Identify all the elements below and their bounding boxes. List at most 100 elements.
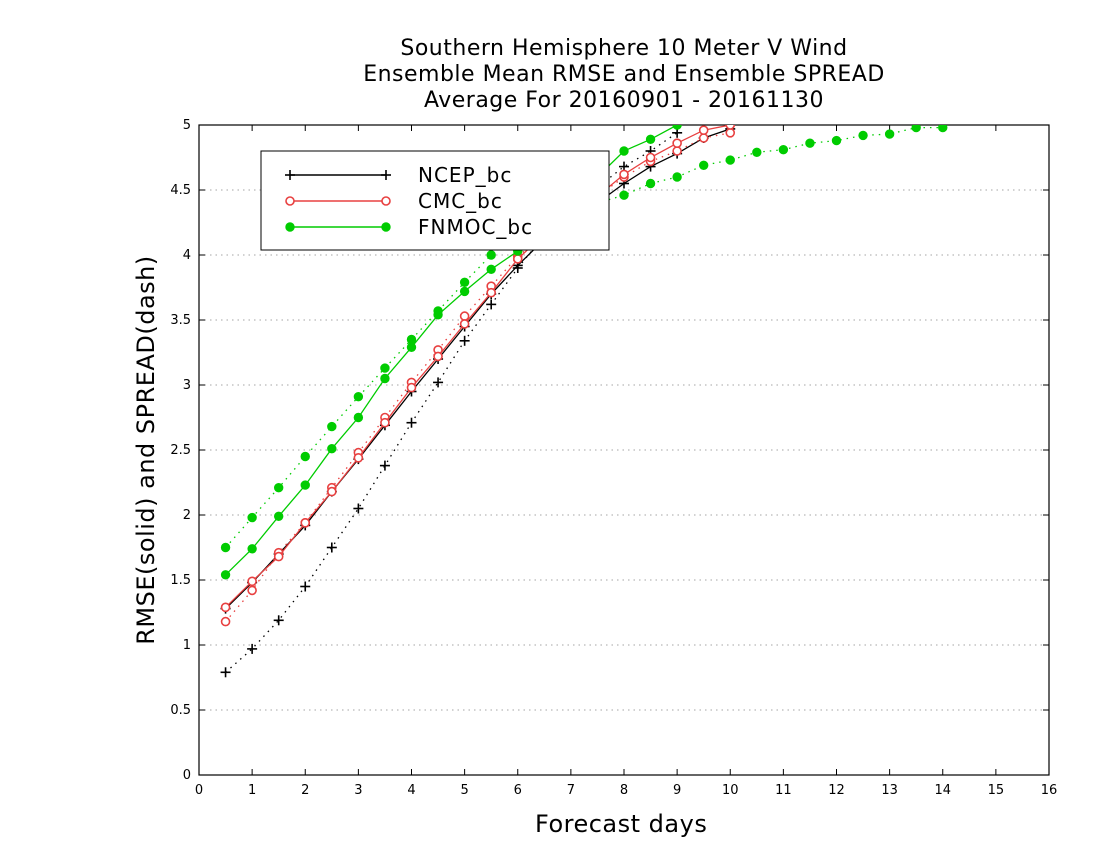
NCEP_bc-rmse-line (225, 128, 731, 610)
NCEP_bc-spread-point (220, 667, 231, 678)
x-tick-label: 2 (301, 783, 309, 798)
CMC_bc-rmse-point (433, 351, 443, 362)
legend-marker (285, 222, 295, 232)
x-tick-label: 12 (828, 783, 845, 798)
FNMOC_bc-spread-point (911, 125, 921, 133)
x-tick-label: 16 (1041, 783, 1058, 798)
FNMOC_bc-rmse-point (486, 264, 496, 274)
y-tick-label: 1 (183, 638, 191, 653)
NCEP_bc-spread-point (459, 335, 470, 346)
FNMOC_bc-spread-point (698, 160, 709, 171)
CMC_bc-rmse-point (512, 254, 523, 264)
NCEP_bc-spread-point (486, 299, 497, 310)
x-tick-label: 6 (514, 783, 522, 798)
y-tick-label: 3 (183, 378, 191, 393)
x-tick-label: 15 (988, 783, 1005, 798)
CMC_bc-rmse-point (459, 319, 470, 329)
legend-label: NCEP_bc (418, 163, 512, 187)
legend-label: FNMOC_bc (418, 215, 533, 239)
FNMOC_bc-rmse-point (353, 412, 364, 423)
legend-marker (381, 222, 391, 232)
series-CMC_bc (220, 125, 736, 627)
legend-item-CMC_bc: CMC_bc (285, 189, 502, 213)
chart-title-line-2: Ensemble Mean RMSE and Ensemble SPREAD (363, 62, 885, 87)
y-tick-label: 2.5 (170, 443, 191, 458)
CMC_bc-rmse-point (247, 576, 257, 587)
x-tick-label: 14 (934, 783, 951, 798)
FNMOC_bc-spread-point (247, 512, 257, 523)
chart-title-line-1: Southern Hemisphere 10 Meter V Wind (400, 36, 848, 61)
FNMOC_bc-spread-point (645, 178, 656, 189)
FNMOC_bc-rmse-point (619, 146, 629, 156)
CMC_bc-spread-point (725, 128, 736, 138)
CMC_bc-spread-point (247, 585, 257, 596)
x-tick-label: 4 (407, 783, 415, 798)
CMC_bc-rmse-point (300, 517, 311, 528)
axis-ticks: 0 1 2 3 4 5 6 7 8 9 10 11 12 13 14 15 1600.511.522.533.5… (170, 118, 1057, 798)
y-tick-label: 0 (183, 768, 191, 783)
FNMOC_bc-spread-point (459, 277, 470, 287)
legend-marker (285, 196, 295, 206)
CMC_bc-rmse-point (725, 125, 736, 130)
NCEP_bc-spread-point (300, 581, 311, 592)
FNMOC_bc-spread-point (858, 130, 868, 141)
FNMOC_bc-rmse-point (672, 125, 682, 130)
FNMOC_bc-spread-point (300, 451, 310, 462)
FNMOC_bc-spread-point (672, 172, 682, 182)
FNMOC_bc-spread-point (353, 392, 364, 402)
NCEP_bc-spread-point (326, 542, 337, 553)
FNMOC_bc-spread-point (778, 145, 789, 155)
FNMOC_bc-spread-point (884, 129, 895, 139)
FNMOC_bc-spread-point (486, 250, 496, 260)
x-axis-label: Forecast days (535, 810, 708, 838)
FNMOC_bc-rmse-point (406, 342, 417, 352)
y-tick-label: 3.5 (170, 313, 191, 328)
CMC_bc-spread-point (220, 616, 231, 627)
x-tick-label: 11 (775, 783, 792, 798)
FNMOC_bc-rmse-point (380, 373, 390, 384)
legend-marker (381, 196, 391, 206)
legend-item-NCEP_bc: NCEP_bc (285, 163, 512, 187)
CMC_bc-rmse-point (645, 152, 656, 163)
legend-marker (381, 170, 391, 180)
y-tick-label: 4.5 (170, 183, 191, 198)
CMC_bc-rmse-point (327, 486, 337, 497)
y-tick-label: 5 (183, 118, 191, 133)
NCEP_bc-spread-point (353, 503, 364, 514)
CMC_bc-rmse-point (698, 125, 709, 135)
y-tick-label: 1.5 (170, 573, 191, 588)
FNMOC_bc-rmse-point (327, 444, 337, 454)
FNMOC_bc-rmse-point (645, 134, 656, 145)
CMC_bc-rmse-point (273, 551, 284, 562)
FNMOC_bc-rmse-point (433, 310, 443, 320)
FNMOC_bc-rmse-point (220, 570, 231, 580)
FNMOC_bc-spread-point (220, 542, 231, 553)
x-tick-label: 9 (673, 783, 681, 798)
chart-title-line-3: Average For 20160901 - 20161130 (423, 88, 825, 113)
NCEP_bc-spread-point (379, 460, 390, 471)
FNMOC_bc-spread-point (938, 125, 948, 133)
grid-lines (199, 189, 1049, 711)
x-tick-label: 10 (722, 783, 739, 798)
CMC_bc-rmse-point (380, 417, 390, 428)
y-axis-label: RMSE(solid) and SPREAD(dash) (132, 255, 160, 645)
NCEP_bc-spread-point (273, 615, 284, 626)
NCEP_bc-spread-point (433, 377, 444, 388)
CMC_bc-rmse-point (486, 287, 496, 298)
CMC_bc-rmse-point (619, 169, 629, 180)
FNMOC_bc-spread-point (406, 334, 417, 345)
legend-item-FNMOC_bc: FNMOC_bc (285, 215, 533, 239)
CMC_bc-rmse-point (672, 138, 682, 148)
x-tick-label: 13 (881, 783, 898, 798)
CMC_bc-rmse-point (220, 602, 231, 613)
FNMOC_bc-spread-point (752, 147, 762, 158)
x-tick-label: 8 (620, 783, 628, 798)
legend-marker (285, 170, 295, 180)
CMC_bc-rmse-point (353, 452, 364, 463)
x-tick-label: 1 (248, 783, 256, 798)
CMC_bc-spread-point (459, 311, 470, 321)
FNMOC_bc-spread-point (619, 190, 629, 200)
FNMOC_bc-spread-point (273, 483, 284, 493)
